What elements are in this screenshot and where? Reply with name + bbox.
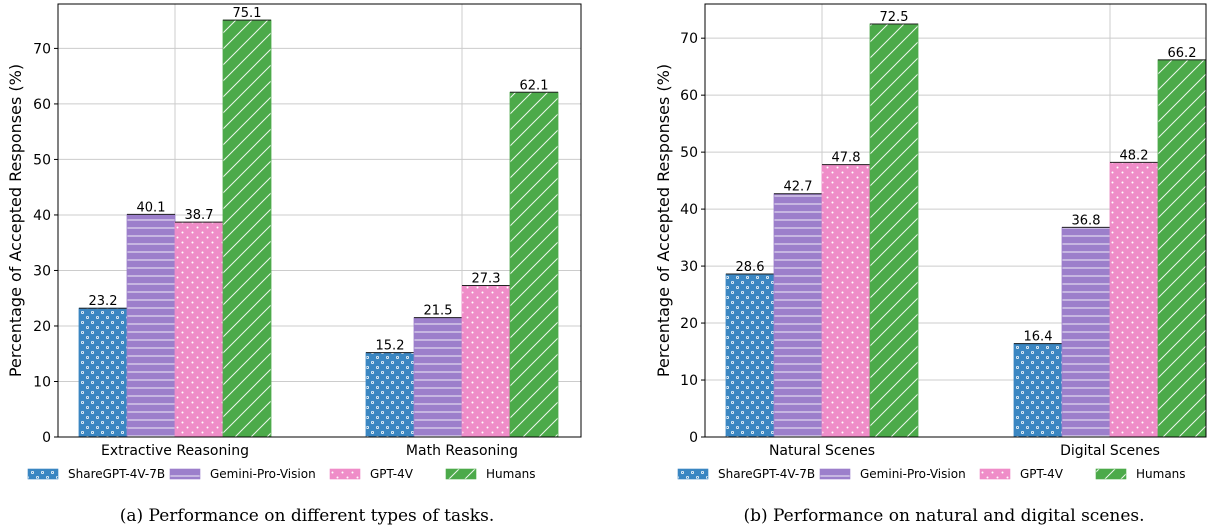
data-label: 36.8	[1072, 213, 1101, 228]
bar-gpt-4v	[821, 164, 871, 438]
legend-label: GPT-4V	[1020, 467, 1064, 481]
data-label: 15.2	[376, 339, 405, 354]
legend-label: Humans	[486, 467, 536, 481]
x-tick-label: Natural Scenes	[769, 443, 875, 459]
bar-sharegpt-4v-7b	[725, 273, 775, 438]
legend-label: ShareGPT-4V-7B	[718, 467, 815, 481]
bar-gpt-4v	[1109, 161, 1159, 438]
data-label: 40.1	[137, 200, 166, 215]
legend-swatch	[979, 468, 1011, 480]
y-tick-label: 0	[689, 430, 698, 446]
legend-label: ShareGPT-4V-7B	[68, 467, 165, 481]
legend-label: Gemini-Pro-Vision	[210, 467, 316, 481]
legend-swatch	[445, 468, 477, 480]
y-axis-label: Percentage of Accepted Responses (%)	[6, 64, 25, 377]
x-tick-label: Math Reasoning	[406, 443, 518, 459]
y-tick-label: 20	[33, 319, 51, 335]
data-label: 42.7	[784, 180, 813, 195]
figure-caption: (b) Performance on natural and digital s…	[743, 506, 1144, 526]
y-tick-label: 70	[680, 31, 698, 47]
bar-humans	[509, 91, 559, 438]
bar-gemini-pro-vision	[126, 213, 176, 438]
bar-humans	[869, 23, 919, 438]
chart-b: 0 10 20 30 40 50 60 70 28.6 16.4 42.7 36.8 47.8 48.2 7…	[654, 3, 1207, 526]
legend-swatch	[27, 468, 59, 480]
y-tick-label: 10	[680, 373, 698, 389]
chart-a: 0 10 20 30 40 50 60 70 23.2 15.2 40.1 21.5 38.7 27.3 7…	[6, 3, 582, 526]
figure-caption: (a) Performance on different types of ta…	[120, 506, 494, 526]
y-tick-label: 60	[33, 97, 51, 113]
y-tick-label: 50	[33, 152, 51, 168]
bar-gemini-pro-vision	[1061, 226, 1111, 438]
bar-gemini-pro-vision	[773, 193, 823, 438]
data-label: 21.5	[424, 304, 453, 319]
bar-humans	[1157, 59, 1207, 438]
bar-gpt-4v	[461, 285, 511, 438]
legend: ShareGPT-4V-7B Gemini-Pro-Vision GPT-4V Hum…	[27, 467, 536, 481]
data-label: 23.2	[89, 294, 118, 309]
legend: ShareGPT-4V-7B Gemini-Pro-Vision GPT-4V Hum…	[677, 467, 1186, 481]
data-label: 62.1	[520, 78, 549, 93]
y-tick-label: 30	[680, 259, 698, 275]
legend-swatch	[677, 468, 709, 480]
plot-frame	[704, 3, 1207, 438]
y-tick-label: 40	[680, 202, 698, 218]
data-label: 75.1	[233, 6, 262, 21]
legend-swatch	[819, 468, 851, 480]
data-label: 38.7	[185, 208, 214, 223]
legend-label: GPT-4V	[370, 467, 414, 481]
bar-sharegpt-4v-7b	[1013, 343, 1063, 438]
y-tick-label: 30	[33, 263, 51, 279]
legend-label: Humans	[1136, 467, 1186, 481]
x-tick-label: Extractive Reasoning	[101, 443, 249, 459]
data-label: 66.2	[1168, 46, 1197, 61]
plot-frame	[57, 3, 582, 438]
y-tick-label: 0	[42, 430, 51, 446]
data-label: 47.8	[832, 151, 861, 166]
y-axis-label: Percentage of Accepted Responses (%)	[654, 64, 673, 377]
data-label: 16.4	[1024, 330, 1053, 345]
y-tick-label: 20	[680, 316, 698, 332]
bar-sharegpt-4v-7b	[78, 307, 128, 438]
y-tick-label: 60	[680, 88, 698, 104]
data-label: 27.3	[472, 271, 501, 286]
legend-label: Gemini-Pro-Vision	[860, 467, 966, 481]
y-tick-label: 50	[680, 145, 698, 161]
data-label: 28.6	[736, 260, 765, 275]
y-tick-label: 70	[33, 41, 51, 57]
data-label: 48.2	[1120, 148, 1149, 163]
legend-swatch	[329, 468, 361, 480]
data-label: 72.5	[880, 10, 909, 25]
y-tick-label: 10	[33, 374, 51, 390]
legend-swatch	[169, 468, 201, 480]
x-tick-label: Digital Scenes	[1060, 443, 1160, 459]
bar-gemini-pro-vision	[413, 317, 463, 438]
bar-humans	[222, 19, 272, 438]
bar-sharegpt-4v-7b	[365, 352, 415, 438]
legend-swatch	[1095, 468, 1127, 480]
bar-gpt-4v	[174, 221, 224, 438]
y-tick-label: 40	[33, 208, 51, 224]
charts-root: 0 10 20 30 40 50 60 70 23.2 15.2 40.1 21.5 38.7 27.3 7…	[6, 3, 1207, 526]
